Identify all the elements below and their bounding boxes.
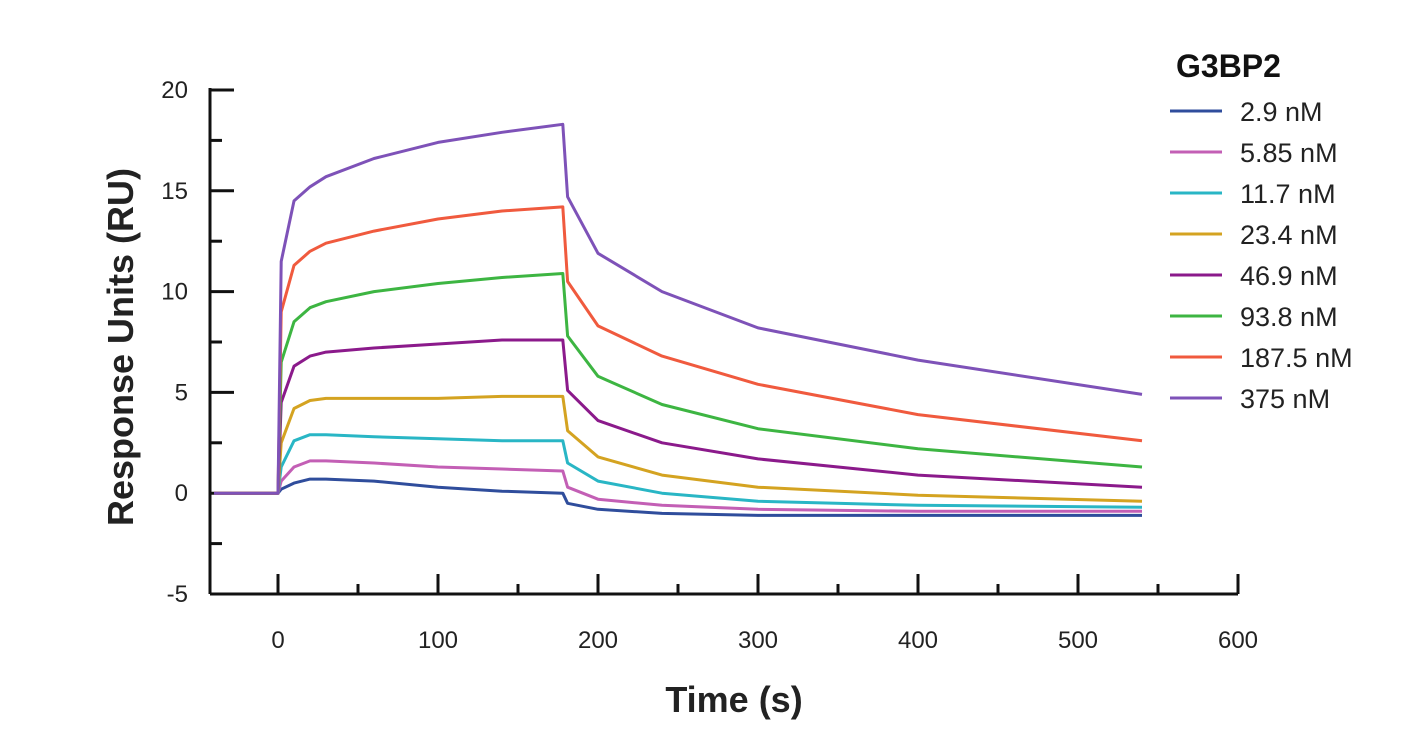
y-tick-label: 20 <box>161 77 188 104</box>
y-tick-label: 10 <box>161 279 188 306</box>
series-line-1 <box>214 477 1142 517</box>
axes: -5 0 5 10 15 20 0 100 200 300 400 500 600 <box>161 77 1258 654</box>
legend-title: G3BP2 <box>1176 48 1281 84</box>
series-line-7 <box>214 205 1143 495</box>
series-line-6 <box>214 272 1143 495</box>
x-ticks: 0 100 200 300 400 500 600 <box>271 574 1258 654</box>
x-tick-label: 0 <box>271 627 284 654</box>
legend-label: 93.8 nM <box>1240 302 1338 332</box>
x-tick-label: 600 <box>1218 627 1258 654</box>
series-line-5 <box>214 338 1143 495</box>
y-tick-label: 5 <box>175 379 188 406</box>
legend-label: 5.85 nM <box>1240 138 1338 168</box>
y-tick-label: -5 <box>167 581 188 608</box>
legend-items: 2.9 nM 5.85 nM 11.7 nM 23.4 nM 46.9 nM 93.8 n… <box>1170 97 1353 414</box>
x-tick-label: 400 <box>898 627 938 654</box>
legend-label: 46.9 nM <box>1240 261 1338 291</box>
x-tick-label: 300 <box>738 627 778 654</box>
x-tick-label: 100 <box>418 627 458 654</box>
y-tick-label: 0 <box>175 480 188 507</box>
series-line-2 <box>214 459 1142 513</box>
series-line-3 <box>214 433 1143 509</box>
legend-label: 23.4 nM <box>1240 220 1338 250</box>
x-axis-title: Time (s) <box>665 679 802 720</box>
x-tick-label: 500 <box>1058 627 1098 654</box>
legend: G3BP2 2.9 nM 5.85 nM 11.7 nM 23.4 nM 46.9 nM… <box>1170 48 1353 414</box>
series-lines <box>214 122 1143 517</box>
legend-label: 375 nM <box>1240 384 1330 414</box>
legend-label: 2.9 nM <box>1240 97 1323 127</box>
series-line-8 <box>214 122 1143 495</box>
y-tick-label: 15 <box>161 178 188 205</box>
y-ticks: -5 0 5 10 15 20 <box>161 77 234 608</box>
legend-label: 187.5 nM <box>1240 343 1353 373</box>
series-line-4 <box>214 394 1143 503</box>
x-tick-label: 200 <box>578 627 618 654</box>
legend-label: 11.7 nM <box>1240 179 1336 209</box>
y-axis-title: Response Units (RU) <box>100 168 141 526</box>
